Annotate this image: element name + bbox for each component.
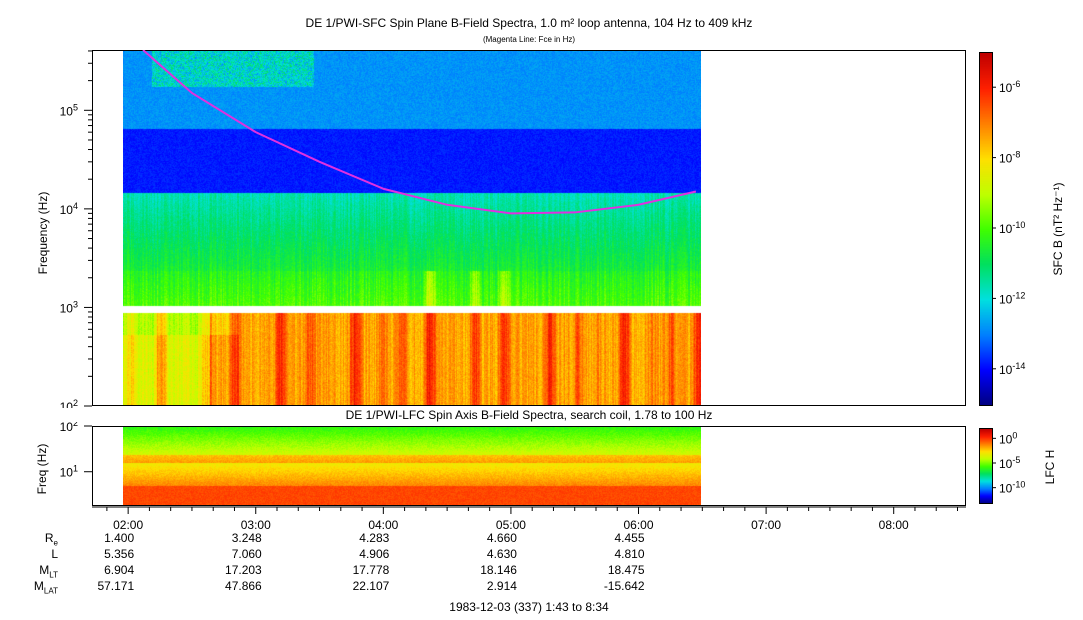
- colorbar-tick-label: 10-6: [999, 79, 1020, 95]
- sfc-yaxis: 102 103 104 105: [60, 50, 92, 408]
- sfc-ytick-label: 102: [60, 398, 78, 408]
- footer-time-range: 1983-12-03 (337) 1:43 to 8:34: [449, 600, 609, 614]
- lfc-spectrogram: [123, 427, 701, 505]
- ephemeris-value: 4.455: [614, 531, 645, 545]
- sfc-ytick-label: 103: [60, 299, 78, 315]
- colorbar-tick-label: 100: [999, 430, 1017, 446]
- lfc-title: DE 1/PWI-LFC Spin Axis B-Field Spectra, …: [345, 408, 713, 422]
- ephemeris-value: 4.283: [359, 531, 390, 545]
- colorbar-tick-label: 10-8: [999, 150, 1020, 166]
- sfc-subtitle: (Magenta Line: Fce in Hz): [482, 35, 576, 44]
- sfc-ytick-label: 104: [60, 201, 78, 217]
- time-tick-label: 07:00: [751, 518, 781, 532]
- sfc-colorbar-label: SFC B (nT² Hz⁻¹): [1051, 182, 1065, 276]
- lfc-yaxis: 101 102: [60, 422, 92, 480]
- time-tick-label: 03:00: [241, 518, 271, 532]
- lfc-colorbar-axis: 100 10-5 10-10: [992, 430, 1025, 496]
- colorbar-tick-label: 10-10: [999, 480, 1025, 496]
- lfc-ylabel: Freq (Hz): [35, 443, 49, 495]
- ephemeris-value: 17.203: [225, 563, 262, 577]
- lfc-colorbar: [979, 428, 993, 504]
- time-tick-label: 05:00: [496, 518, 526, 532]
- time-tick-label: 06:00: [624, 518, 654, 532]
- ephemeris-value: 57.171: [97, 579, 135, 593]
- ephemeris-value: 6.904: [104, 563, 135, 577]
- ephemeris-value: 17.778: [352, 563, 390, 577]
- ephemeris-row-label: L: [51, 547, 58, 561]
- time-tick-label: 02:00: [113, 518, 143, 532]
- colorbar-tick-label: 10-12: [999, 290, 1025, 306]
- ephemeris-table: Re L MLT MLAT 1.400 5.356 6.904 57.171 3.248 7.06…: [0, 531, 1083, 611]
- fce-line: [142, 50, 697, 215]
- sfc-colorbar: [979, 52, 993, 406]
- ephemeris-row-label: MLAT: [33, 579, 58, 596]
- sfc-title: DE 1/PWI-SFC Spin Plane B-Field Spectra,…: [305, 16, 753, 30]
- ephemeris-row-label: MLT: [39, 563, 58, 580]
- ephemeris-value: 47.866: [225, 579, 262, 593]
- ephemeris-value: 4.660: [486, 531, 517, 545]
- ephemeris-value: 18.146: [480, 563, 517, 577]
- sfc-overlay: [142, 50, 697, 215]
- sfc-ytick-label: 105: [60, 102, 78, 118]
- ephemeris-value: 22.107: [352, 579, 390, 593]
- ephemeris-value: 7.060: [231, 547, 262, 561]
- lfc-ytick-label: 101: [60, 464, 78, 480]
- time-axis: 02:00 03:00 04:00 05:00 06:00 07:00 08:00: [92, 506, 966, 532]
- lfc-plot-frame: [92, 426, 966, 506]
- ephemeris-value: 4.810: [614, 547, 645, 561]
- ephemeris-value: 18.475: [607, 563, 645, 577]
- ephemeris-value: 4.906: [359, 547, 390, 561]
- sfc-colorbar-axis: 10-6 10-8 10-10 10-12 10-14: [992, 79, 1025, 377]
- ephemeris-row-label: Re: [44, 531, 58, 548]
- colorbar-tick-label: 10-10: [999, 220, 1025, 236]
- colorbar-tick-label: 10-14: [999, 361, 1025, 377]
- time-tick-label: 04:00: [368, 518, 398, 532]
- ephemeris-value: 2.914: [486, 579, 517, 593]
- ephemeris-value: 1.400: [104, 531, 135, 545]
- lfc-colorbar-label: LFC H: [1043, 449, 1057, 485]
- colorbar-tick-label: 10-5: [999, 455, 1020, 471]
- ephemeris-value: 5.356: [104, 547, 135, 561]
- lfc-ytick-label: 102: [60, 422, 78, 434]
- time-tick-label: 08:00: [879, 518, 909, 532]
- ephemeris-value: 4.630: [486, 547, 517, 561]
- ephemeris-value: -15.642: [603, 579, 645, 593]
- sfc-plot-frame: [92, 50, 966, 406]
- ephemeris-value: 3.248: [231, 531, 262, 545]
